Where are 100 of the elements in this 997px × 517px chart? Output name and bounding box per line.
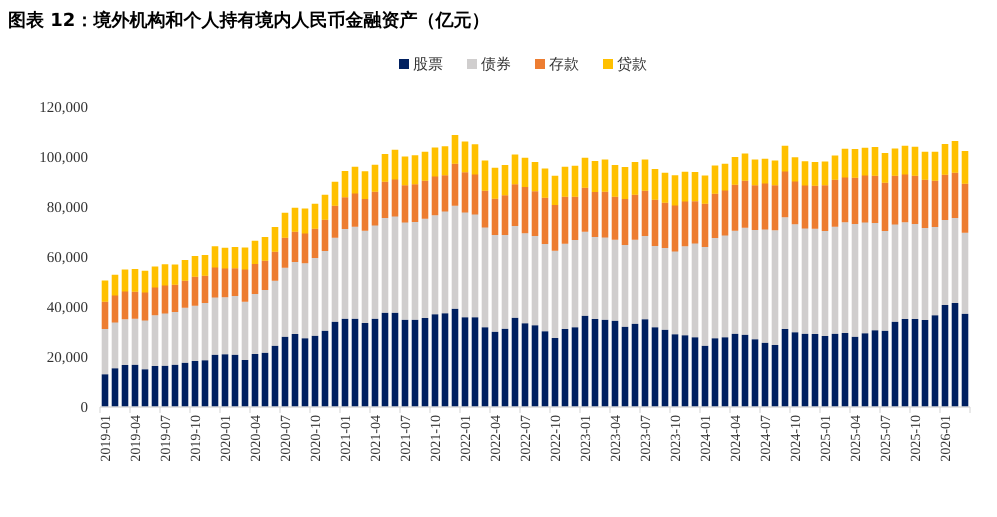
x-tick-label: 2020-10 — [309, 415, 324, 462]
bar — [222, 248, 228, 268]
bar — [542, 331, 548, 407]
bar — [502, 328, 508, 407]
bar — [592, 237, 598, 319]
bar — [112, 274, 118, 296]
bar — [922, 228, 928, 320]
bar — [642, 236, 648, 320]
bar — [102, 280, 108, 302]
bar — [122, 292, 128, 320]
bar — [842, 178, 848, 222]
bar — [912, 319, 918, 407]
y-tick-label: 60,000 — [46, 250, 88, 266]
bar — [122, 365, 128, 407]
bar — [852, 149, 858, 178]
bar — [472, 144, 478, 174]
bar — [632, 324, 638, 407]
bar — [692, 172, 698, 202]
x-tick-label: 2026-01 — [939, 415, 954, 462]
x-tick-label: 2023-01 — [579, 415, 594, 462]
legend-label: 存款 — [549, 55, 579, 73]
bar — [712, 338, 718, 407]
bar — [382, 218, 388, 313]
bar — [302, 338, 308, 407]
bar — [902, 146, 908, 174]
x-tick-label: 2022-07 — [519, 415, 534, 462]
bar — [712, 194, 718, 238]
bar — [532, 325, 538, 407]
bar — [242, 270, 248, 302]
bar — [442, 175, 448, 212]
bar — [682, 202, 688, 246]
y-tick-label: 80,000 — [46, 200, 88, 216]
bar — [642, 190, 648, 236]
bar — [612, 320, 618, 407]
x-tick-label: 2019-01 — [99, 415, 114, 462]
x-tick-label: 2021-07 — [399, 415, 414, 462]
x-tick-label: 2023-04 — [609, 415, 624, 462]
bar — [252, 294, 258, 354]
bar — [152, 366, 158, 407]
bar — [842, 222, 848, 333]
bar — [932, 315, 938, 407]
bar — [822, 231, 828, 336]
bar — [692, 244, 698, 338]
bar — [152, 288, 158, 316]
bar — [302, 263, 308, 338]
bar — [252, 354, 258, 407]
bar — [812, 334, 818, 407]
bar — [292, 232, 298, 262]
x-tick-label: 2022-04 — [489, 415, 504, 462]
bar — [452, 206, 458, 309]
bar — [562, 244, 568, 329]
bar — [482, 190, 488, 228]
bar — [272, 252, 278, 281]
bar — [952, 303, 958, 407]
bar — [582, 158, 588, 188]
bar — [162, 314, 168, 366]
bar — [432, 314, 438, 407]
bar — [262, 260, 268, 290]
bar — [762, 230, 768, 343]
bar — [532, 162, 538, 192]
bar — [732, 157, 738, 185]
bar — [822, 162, 828, 186]
bar — [382, 182, 388, 218]
bar — [342, 318, 348, 407]
bar — [922, 152, 928, 180]
bar — [712, 166, 718, 194]
bar — [462, 212, 468, 318]
bar — [562, 329, 568, 407]
bar — [822, 185, 828, 231]
bar — [142, 270, 148, 292]
bar — [952, 218, 958, 303]
bar — [182, 362, 188, 407]
bar — [832, 226, 838, 334]
bar — [212, 246, 218, 268]
bar — [232, 296, 238, 355]
bar — [632, 194, 638, 240]
bar — [752, 160, 758, 186]
bar — [812, 162, 818, 186]
bar — [862, 148, 868, 176]
bar — [752, 230, 758, 340]
legend-label: 股票 — [413, 55, 443, 73]
bar — [302, 234, 308, 264]
x-tick-label: 2023-07 — [639, 415, 654, 462]
bar — [182, 260, 188, 281]
bar — [592, 161, 598, 192]
bar — [372, 164, 378, 192]
bar — [142, 292, 148, 320]
bar — [732, 334, 738, 407]
bar — [802, 186, 808, 228]
bar — [872, 176, 878, 223]
bar — [512, 226, 518, 318]
bar — [682, 335, 688, 407]
bar — [392, 150, 398, 180]
bar — [262, 290, 268, 353]
bar — [242, 302, 248, 360]
bar — [852, 224, 858, 337]
bar — [482, 160, 488, 191]
bar — [782, 217, 788, 329]
bar — [442, 146, 448, 176]
bar — [522, 158, 528, 187]
